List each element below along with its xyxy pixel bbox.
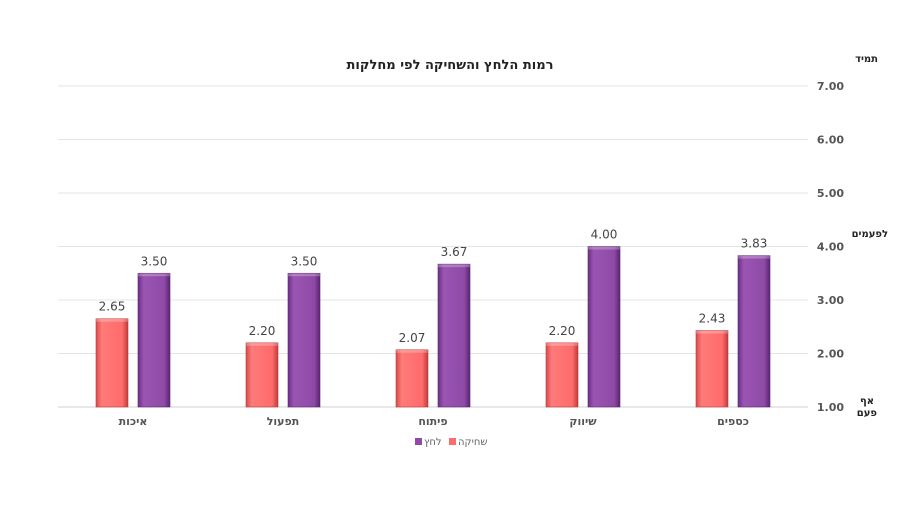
bar-highlight <box>138 273 170 277</box>
data-label: 3.50 <box>141 254 168 268</box>
bar-highlight <box>588 246 620 250</box>
gridlines <box>58 85 808 408</box>
y-tick-label: 3.00 <box>817 294 844 307</box>
bars <box>95 246 771 408</box>
bar-stress <box>437 263 471 408</box>
data-label: 4.00 <box>591 228 618 242</box>
bar-highlight <box>438 264 470 268</box>
data-label: 2.65 <box>99 300 126 314</box>
data-label: 2.07 <box>399 331 426 345</box>
data-label: 2.43 <box>699 311 726 325</box>
data-labels: 2.43 3.83 2.20 4.00 2.07 3.67 2.20 3.50 2.65 3.50 <box>99 228 768 345</box>
legend-label-burnout: שחיקה <box>458 437 487 448</box>
x-axis: כספים שיווק פיתוח תפעול איכות <box>119 415 749 428</box>
y-tick-label: 5.00 <box>817 187 844 200</box>
bar-stress <box>587 246 621 408</box>
bar-highlight <box>738 255 770 259</box>
scale-label-bottom-2: פעם <box>857 408 878 419</box>
y-tick-label: 1.00 <box>817 401 844 414</box>
bar-highlight <box>546 342 578 346</box>
bar-stress <box>137 272 171 408</box>
x-tick-label: תפעול <box>267 415 300 428</box>
y-tick-label: 6.00 <box>817 134 844 147</box>
bar-highlight <box>288 273 320 277</box>
chart-title: רמות הלחץ והשחיקה לפי מחלקות <box>347 58 554 73</box>
bar-burnout <box>245 342 279 408</box>
x-tick-label: איכות <box>119 415 148 428</box>
bar-stress <box>737 255 771 408</box>
legend-swatch-burnout <box>449 438 456 445</box>
bar-stress <box>287 272 321 408</box>
x-tick-label: שיווק <box>569 415 597 428</box>
y-tick-label: 4.00 <box>817 241 844 254</box>
legend-label-stress: לחץ <box>424 437 442 448</box>
scale-label-bottom-1: אף <box>860 396 874 407</box>
bar-burnout <box>545 342 579 408</box>
bar-highlight <box>246 342 278 346</box>
data-label: 3.50 <box>291 254 318 268</box>
y-axis: 1.00 2.00 3.00 4.00 5.00 6.00 7.00 <box>817 80 844 414</box>
bar-highlight <box>696 330 728 334</box>
x-tick-label: פיתוח <box>418 415 447 428</box>
scale-label-top: תמיד <box>855 54 878 65</box>
data-label: 3.83 <box>741 237 768 251</box>
bar-highlight <box>96 318 128 322</box>
y-tick-label: 2.00 <box>817 348 844 361</box>
bar-highlight <box>396 349 428 353</box>
scale-label-middle: לפעמים <box>852 229 888 240</box>
bar-burnout <box>395 349 429 408</box>
data-label: 2.20 <box>249 324 276 338</box>
legend-swatch-stress <box>415 438 422 445</box>
data-label: 2.20 <box>549 324 576 338</box>
bar-burnout <box>95 318 129 408</box>
legend: לחץ שחיקה <box>415 437 487 448</box>
data-label: 3.67 <box>441 245 468 259</box>
y-tick-label: 7.00 <box>817 80 844 93</box>
bar-burnout <box>695 330 729 408</box>
x-tick-label: כספים <box>717 415 749 428</box>
